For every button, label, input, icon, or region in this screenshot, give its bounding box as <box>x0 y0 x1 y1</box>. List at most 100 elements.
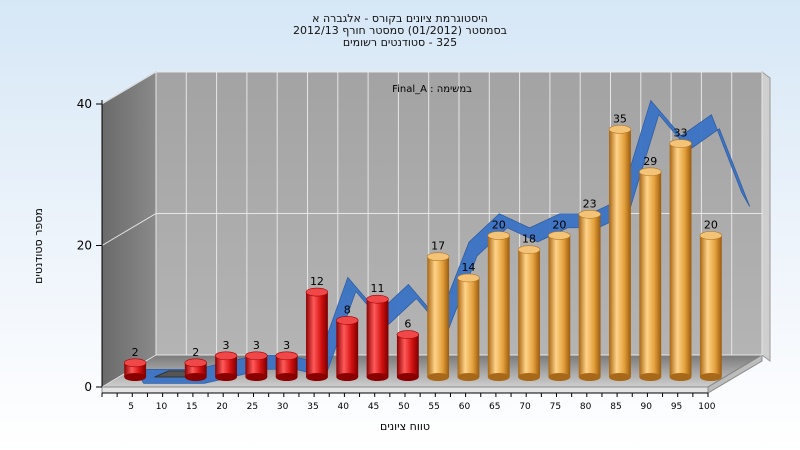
x-tick-label: 20 <box>216 402 228 412</box>
x-tick-label: 100 <box>698 402 715 412</box>
bar-top <box>457 273 480 283</box>
bar-top <box>336 316 359 325</box>
y-axis-title: מספר סטודנטים <box>32 208 45 284</box>
bar-body <box>518 249 540 377</box>
bar-body <box>215 355 237 377</box>
chart-axes: 0 20 40 5 10 15 20 25 30 35 40 45 50 55 60 65 70 75 80 85 90… <box>77 97 716 412</box>
x-tick-label: 30 <box>277 402 289 412</box>
bar-30 <box>275 351 298 381</box>
data-label-100: 20 <box>704 219 718 232</box>
bar-body <box>396 334 419 377</box>
x-tick-label: 65 <box>489 402 500 412</box>
bar-top <box>426 252 450 262</box>
bar-base <box>548 373 571 381</box>
bar-base <box>669 373 692 381</box>
bar-base <box>578 373 601 381</box>
bar-top <box>366 294 389 304</box>
bar-75 <box>548 231 571 381</box>
bar-base <box>457 373 480 381</box>
bar-base <box>609 373 631 381</box>
bar-20 <box>214 351 238 381</box>
bar-base <box>699 373 722 381</box>
bar-body <box>669 143 692 377</box>
x-tick-label: 85 <box>610 402 621 412</box>
bar-base <box>366 373 389 381</box>
bar-55 <box>426 252 450 381</box>
bar-body <box>427 256 450 377</box>
x-tick-label: 90 <box>641 402 653 412</box>
x-tick-label: 80 <box>580 402 592 412</box>
bar-top <box>669 139 692 148</box>
data-label-5: 2 <box>132 346 139 359</box>
bar-base <box>487 373 510 381</box>
bar-100 <box>699 231 723 381</box>
data-label-95: 33 <box>674 127 688 140</box>
x-tick-label: 60 <box>459 402 471 412</box>
bar-95 <box>669 139 692 381</box>
floor-side-edge <box>707 354 763 394</box>
bar-base <box>336 373 359 381</box>
bar-top <box>548 231 571 240</box>
floor-edge <box>101 386 709 394</box>
task-label: Final_A : במשימה <box>392 84 472 95</box>
bar-base <box>245 373 268 381</box>
bar-base <box>306 373 328 381</box>
bar-60 <box>457 273 480 381</box>
bar-body <box>366 299 389 377</box>
bar-top <box>184 358 207 368</box>
bar-25 <box>245 351 268 381</box>
bar-top <box>699 231 723 240</box>
bar-top <box>123 358 147 368</box>
bar-base <box>124 373 147 381</box>
data-label-25: 3 <box>253 339 260 352</box>
y-tick-label: 40 <box>77 97 92 111</box>
bar-base <box>215 373 237 381</box>
y-tick-label: 0 <box>84 380 92 394</box>
x-tick-label: 45 <box>368 402 379 412</box>
bar-top <box>214 351 238 361</box>
data-label-70: 18 <box>522 233 536 246</box>
chart-title: היסטוגרמת ציונים בקורס - אלגברה א <box>312 12 488 25</box>
data-label-30: 3 <box>283 339 290 352</box>
bar-65 <box>487 231 510 381</box>
x-tick-label: 70 <box>519 402 531 412</box>
bar-body <box>487 235 510 377</box>
bar-top <box>608 125 632 134</box>
data-label-50: 6 <box>404 318 411 331</box>
x-tick-label: 15 <box>186 402 197 412</box>
chart-subtitle-semester: בסמסטר (01/2012) סמסטר חורף 2012/13 <box>293 24 507 37</box>
data-label-15: 2 <box>192 346 199 359</box>
bar-top <box>245 351 268 361</box>
bar-body <box>699 235 722 377</box>
bar-70 <box>517 245 541 381</box>
bar-body <box>306 292 328 377</box>
bar-base <box>184 373 207 381</box>
x-tick-label: 5 <box>128 402 134 412</box>
x-tick-label: 35 <box>307 402 318 412</box>
bar-base <box>396 373 419 381</box>
bar-top <box>396 330 420 339</box>
x-axis-title: טווח ציונים <box>380 420 430 433</box>
bar-body <box>245 355 268 377</box>
data-label-65: 20 <box>492 219 506 232</box>
x-tick-label: 40 <box>338 402 350 412</box>
bar-body <box>639 171 662 377</box>
bar-35 <box>305 287 329 381</box>
x-tick-label: 10 <box>156 402 168 412</box>
bar-top <box>275 351 298 361</box>
bar-body <box>578 214 601 377</box>
bar-body <box>457 277 480 377</box>
bar-body <box>336 320 359 377</box>
bar-top <box>578 209 601 219</box>
x-tick-label: 25 <box>247 402 258 412</box>
bar-15 <box>184 358 207 381</box>
data-label-40: 8 <box>344 303 351 316</box>
bar-base <box>275 373 298 381</box>
bar-90 <box>639 167 662 381</box>
data-label-90: 29 <box>643 155 657 168</box>
bar-80 <box>578 209 601 381</box>
x-tick-label: 95 <box>671 402 682 412</box>
